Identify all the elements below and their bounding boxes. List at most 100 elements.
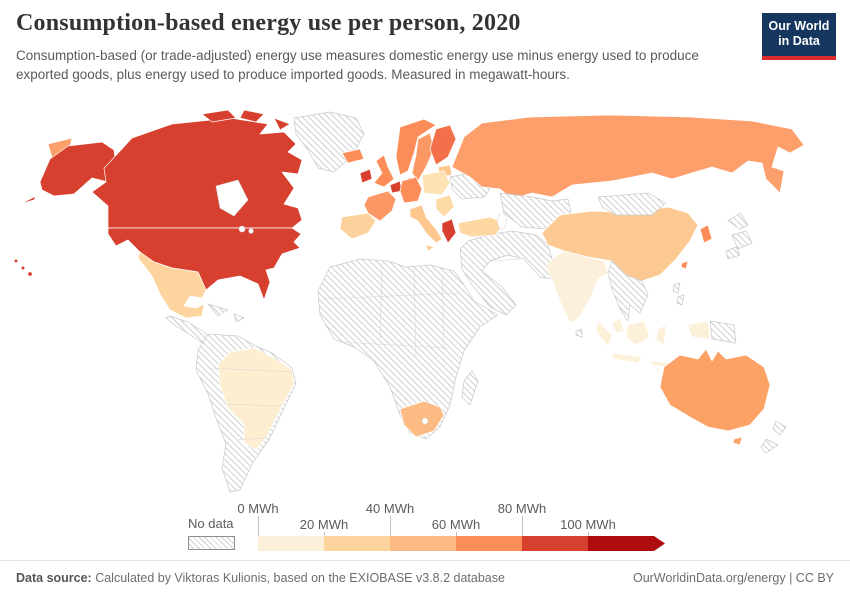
country-hawaii-1[interactable] [13, 258, 19, 264]
country-iceland[interactable] [341, 148, 365, 164]
map-legend: No data 0 MWh 20 MWh 40 MWh 60 MWh 80 MWh 100… [188, 501, 688, 559]
footer-url-link[interactable]: OurWorldinData.org/energy [632, 571, 786, 585]
legend-tick-2 [390, 516, 391, 536]
country-finland[interactable] [429, 124, 457, 166]
country-turkey[interactable] [457, 216, 505, 238]
footer-license-link[interactable]: CC BY [795, 571, 834, 585]
country-south-africa[interactable] [399, 400, 445, 438]
country-malaysia[interactable] [611, 318, 625, 334]
country-west-papua[interactable] [687, 320, 711, 340]
country-canada[interactable] [91, 117, 303, 229]
legend-tick-3 [456, 532, 457, 536]
legend-tick-5 [588, 532, 589, 536]
country-philippines-1[interactable] [672, 282, 681, 294]
country-canada-arctic-2[interactable] [239, 109, 265, 123]
owid-logo-line2: in Data [778, 34, 820, 48]
great-lakes-2 [248, 228, 254, 234]
country-canada-arctic-1[interactable] [201, 109, 237, 123]
country-mongolia[interactable] [597, 192, 667, 216]
legend-tick-label-0: 0 MWh [237, 501, 279, 516]
legend-tick-0 [258, 516, 259, 536]
footer-links: OurWorldinData.org/energy | CC BY [633, 571, 834, 585]
caspian-sea [497, 212, 507, 230]
chart-title: Consumption-based energy use per person,… [16, 10, 521, 36]
great-lakes-1 [238, 225, 246, 233]
country-japan-1[interactable] [727, 212, 749, 230]
country-south-korea[interactable] [699, 224, 713, 244]
legend-segment-5[interactable] [588, 536, 665, 551]
country-australia[interactable] [659, 348, 771, 432]
country-canada-arctic-3[interactable] [273, 117, 291, 131]
country-africa[interactable] [317, 258, 499, 440]
country-japan-3[interactable] [725, 246, 741, 260]
country-france[interactable] [363, 190, 397, 222]
legend-no-data-label: No data [188, 516, 234, 531]
legend-tick-label-3: 60 MWh [431, 517, 481, 532]
footer-separator: | [785, 571, 796, 585]
country-sicily[interactable] [425, 244, 435, 252]
country-iberia[interactable] [339, 212, 377, 240]
country-norway[interactable] [395, 118, 437, 176]
country-mexico[interactable] [137, 251, 207, 319]
footer-datasource: Data source: Calculated by Viktoras Kuli… [16, 571, 505, 585]
legend-segment-1[interactable] [324, 536, 390, 551]
country-ireland[interactable] [359, 168, 373, 184]
country-germany[interactable] [399, 176, 423, 204]
country-taiwan[interactable] [680, 260, 689, 270]
country-greenland[interactable] [293, 111, 365, 173]
country-greece[interactable] [441, 218, 457, 244]
legend-segment-3[interactable] [456, 536, 522, 551]
choropleth-svg [13, 109, 805, 493]
country-sumatra[interactable] [595, 320, 613, 348]
footer-datasource-label: Data source: [16, 571, 92, 585]
country-sweden[interactable] [411, 132, 435, 182]
legend-tick-label-1: 20 MWh [299, 517, 349, 532]
lesotho [421, 417, 429, 425]
country-sri-lanka[interactable] [575, 328, 583, 338]
legend-tick-label-4: 80 MWh [497, 501, 547, 516]
country-madagascar[interactable] [461, 370, 479, 406]
chart-footer: Data source: Calculated by Viktoras Kuli… [0, 560, 850, 585]
legend-tick-4 [522, 516, 523, 536]
country-usa[interactable] [107, 227, 302, 301]
chart-subtitle: Consumption-based (or trade-adjusted) en… [16, 48, 699, 83]
owid-logo-line1: Our World [768, 19, 830, 33]
country-russia[interactable] [451, 114, 805, 200]
country-aleutians[interactable] [19, 195, 37, 205]
legend-segment-0[interactable] [258, 536, 324, 551]
legend-segment-4[interactable] [522, 536, 588, 551]
country-japan-2[interactable] [731, 230, 753, 250]
legend-segment-2[interactable] [390, 536, 456, 551]
country-sulawesi[interactable] [655, 324, 667, 346]
legend-bar: 0 MWh 20 MWh 40 MWh 60 MWh 80 MWh 100 MWh [237, 501, 688, 559]
world-map [10, 103, 840, 495]
country-cuba[interactable] [207, 303, 229, 317]
country-india[interactable] [545, 250, 609, 324]
country-png[interactable] [709, 320, 737, 344]
country-java[interactable] [611, 352, 643, 364]
country-uk[interactable] [373, 154, 395, 188]
country-hawaii-3[interactable] [27, 271, 33, 277]
legend-tick-label-5: 100 MWh [560, 517, 616, 532]
footer-datasource-text: Calculated by Viktoras Kulionis, based o… [91, 571, 505, 585]
country-poland[interactable] [421, 170, 451, 196]
country-philippines-2[interactable] [676, 294, 685, 306]
country-hawaii-2[interactable] [20, 265, 26, 271]
country-middle-east[interactable] [459, 230, 553, 316]
region-border-lines [209, 258, 521, 441]
country-borneo[interactable] [625, 320, 651, 346]
country-balkans-east[interactable] [435, 194, 455, 218]
country-italy[interactable] [409, 204, 443, 244]
legend-tick-1 [324, 532, 325, 536]
country-indochina[interactable] [607, 260, 649, 322]
country-hispaniola[interactable] [233, 313, 245, 323]
legend-tick-label-2: 40 MWh [365, 501, 415, 516]
chart-header: Consumption-based energy use per person,… [16, 10, 740, 84]
hudson-bay [215, 179, 249, 217]
country-new-zealand-north[interactable] [772, 420, 787, 436]
country-new-zealand-south[interactable] [760, 438, 779, 454]
country-tasmania[interactable] [732, 436, 743, 446]
country-brazil[interactable] [217, 347, 295, 451]
owid-logo[interactable]: Our World in Data [762, 13, 836, 60]
legend-no-data-swatch[interactable] [188, 536, 235, 550]
